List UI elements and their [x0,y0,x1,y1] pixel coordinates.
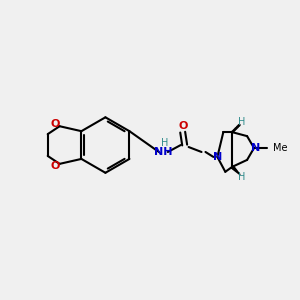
Text: O: O [51,119,60,129]
Text: H: H [238,117,246,127]
Text: H: H [161,138,169,148]
Polygon shape [231,166,240,175]
Text: O: O [178,121,188,131]
Text: Me: Me [273,143,287,153]
Text: H: H [238,172,246,182]
Text: NH: NH [154,147,172,157]
Text: N: N [251,143,261,153]
Text: N: N [213,152,222,162]
Text: O: O [51,161,60,171]
